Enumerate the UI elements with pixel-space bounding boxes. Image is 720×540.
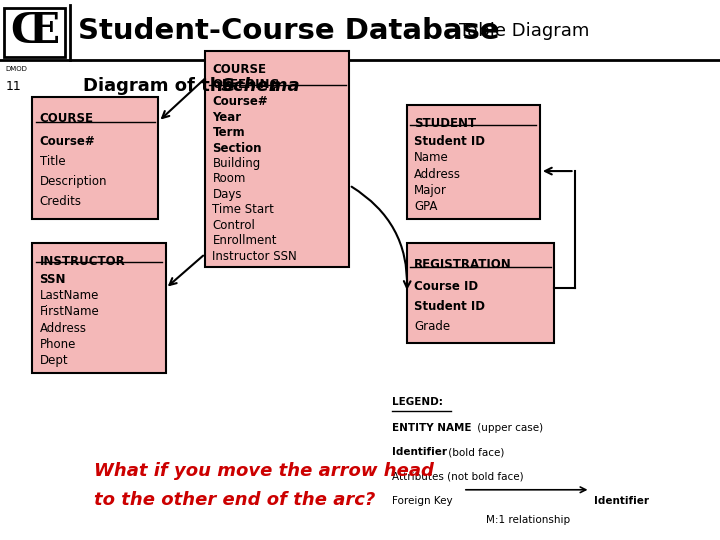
Text: Foreign Key: Foreign Key <box>392 496 453 506</box>
Text: Time Start: Time Start <box>212 203 274 217</box>
Text: Days: Days <box>212 188 242 201</box>
Text: Enrollment: Enrollment <box>212 234 277 247</box>
Text: GPA: GPA <box>414 200 437 213</box>
FancyBboxPatch shape <box>32 243 166 373</box>
Text: Grade: Grade <box>414 320 450 333</box>
FancyBboxPatch shape <box>407 243 554 343</box>
Text: Title: Title <box>40 155 66 168</box>
Text: STUDENT: STUDENT <box>414 117 476 131</box>
Text: REGISTRATION: REGISTRATION <box>414 258 512 271</box>
Text: 11: 11 <box>6 80 22 93</box>
Text: ENTITY NAME: ENTITY NAME <box>392 423 472 433</box>
Text: M:1 relationship: M:1 relationship <box>486 515 570 525</box>
Text: Building: Building <box>212 157 261 170</box>
Text: Credits: Credits <box>40 195 81 208</box>
Text: :: : <box>270 77 277 94</box>
Text: COURSE: COURSE <box>40 112 94 125</box>
Text: Identifier: Identifier <box>594 496 649 506</box>
Text: Phone: Phone <box>40 338 76 351</box>
Text: Œ: Œ <box>10 10 59 52</box>
Text: SSN: SSN <box>40 273 66 286</box>
Text: Dept: Dept <box>40 354 68 367</box>
Text: Address: Address <box>414 168 461 181</box>
Text: Student-Course Database: Student-Course Database <box>78 17 500 45</box>
Text: FirstName: FirstName <box>40 306 99 319</box>
FancyBboxPatch shape <box>4 8 65 57</box>
FancyBboxPatch shape <box>407 105 540 219</box>
Text: INSTRUCTOR: INSTRUCTOR <box>40 255 125 268</box>
Text: Instructor SSN: Instructor SSN <box>212 249 297 262</box>
Text: - Table Diagram: - Table Diagram <box>441 22 590 40</box>
Text: Schema: Schema <box>221 77 301 94</box>
FancyBboxPatch shape <box>205 51 349 267</box>
Text: Control: Control <box>212 219 256 232</box>
Text: Course ID: Course ID <box>414 280 478 293</box>
Text: Course#: Course# <box>212 95 268 109</box>
Text: Name: Name <box>414 151 449 165</box>
Text: Student ID: Student ID <box>414 136 485 148</box>
Text: Student ID: Student ID <box>414 300 485 313</box>
Text: Diagram of the: Diagram of the <box>83 77 240 94</box>
Text: LEGEND:: LEGEND: <box>392 397 444 407</box>
Text: Room: Room <box>212 172 246 185</box>
Text: (upper case): (upper case) <box>474 423 543 433</box>
Text: Term: Term <box>212 126 245 139</box>
Text: DMOD: DMOD <box>6 66 27 72</box>
Text: to the other end of the arc?: to the other end of the arc? <box>94 491 375 509</box>
Text: Attributes (not bold face): Attributes (not bold face) <box>392 471 524 482</box>
Text: What if you move the arrow head: What if you move the arrow head <box>94 462 433 480</box>
Text: Major: Major <box>414 184 447 197</box>
Text: Year: Year <box>212 111 241 124</box>
Text: Section: Section <box>212 141 262 154</box>
Text: COURSE: COURSE <box>212 63 266 76</box>
Text: Identifier: Identifier <box>392 447 447 457</box>
Text: OFFERING: OFFERING <box>212 78 279 91</box>
Text: (bold face): (bold face) <box>445 447 504 457</box>
Text: Course#: Course# <box>40 134 95 147</box>
Text: Address: Address <box>40 322 86 335</box>
Text: LastName: LastName <box>40 289 99 302</box>
FancyBboxPatch shape <box>32 97 158 219</box>
Text: Description: Description <box>40 175 107 188</box>
